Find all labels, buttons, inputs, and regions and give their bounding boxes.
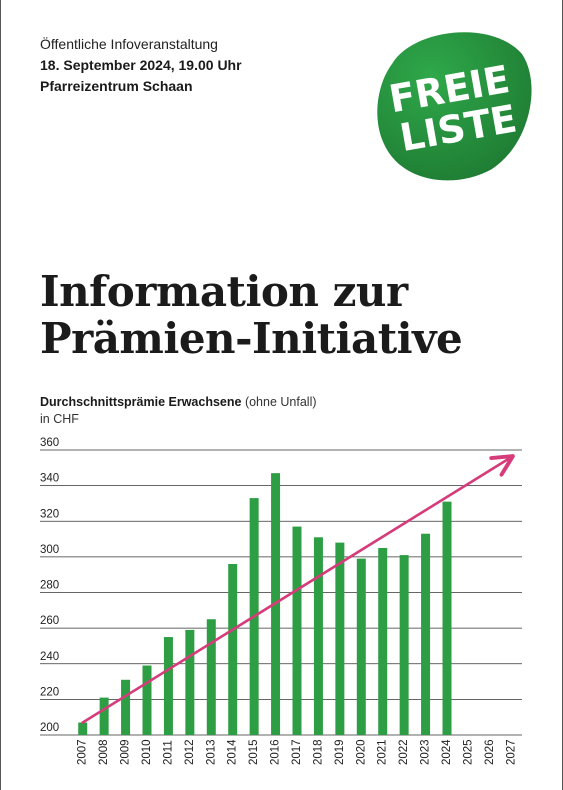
bar (185, 629, 195, 735)
x-tick-label: 2027 (505, 739, 517, 765)
headline-line1: Information zur (40, 267, 408, 316)
x-tick-label: 2011 (162, 740, 174, 765)
x-tick-label: 2021 (377, 739, 389, 765)
x-tick-label: 2019 (334, 739, 346, 765)
x-tick-label: 2013 (205, 739, 217, 765)
y-tick-label: 300 (40, 544, 59, 556)
bar (292, 526, 302, 735)
y-tick-label: 360 (40, 437, 59, 449)
bar (163, 637, 173, 735)
x-tick-label: 2017 (291, 739, 303, 765)
x-tick-label: 2022 (398, 739, 410, 765)
x-tick-label: 2012 (184, 739, 196, 765)
x-tick-label: 2026 (484, 739, 496, 765)
y-tick-label: 260 (40, 615, 59, 627)
y-tick-label: 340 (40, 473, 59, 485)
y-tick-label: 220 (40, 686, 59, 698)
bar (78, 722, 88, 735)
bar (313, 537, 323, 735)
bar (206, 619, 216, 735)
event-place: Pfarreizentrum Schaan (40, 78, 193, 94)
bar (335, 542, 345, 735)
event-info: Öffentliche Infoveranstaltung 18. Septem… (40, 34, 242, 97)
x-tick-label: 2024 (441, 739, 453, 765)
bar (378, 547, 388, 735)
bar (228, 564, 238, 735)
chart-caption: Durchschnittsprämie Erwachsene (ohne Unf… (40, 394, 317, 428)
y-tick-label: 240 (40, 651, 59, 663)
x-tick-label: 2007 (77, 739, 89, 765)
y-tick-label: 320 (40, 508, 59, 520)
x-tick-label: 2023 (420, 739, 432, 765)
x-tick-label: 2018 (312, 739, 324, 765)
freie-liste-logo: FREIE LISTE (377, 32, 532, 181)
x-tick-label: 2009 (120, 739, 132, 765)
chart-title-note: (ohne Unfall) (241, 395, 317, 409)
chart-title: Durchschnittsprämie Erwachsene (40, 395, 242, 409)
x-tick-label: 2016 (270, 739, 282, 765)
chart-unit: in CHF (40, 412, 79, 426)
bar (399, 555, 409, 735)
bar (99, 697, 109, 735)
event-type: Öffentliche Infoveranstaltung (40, 36, 218, 52)
x-tick-label: 2020 (355, 739, 367, 765)
headline: Information zur Prämien-Initiative (40, 267, 463, 363)
y-tick-label: 280 (40, 580, 59, 592)
x-tick-label: 2010 (141, 739, 153, 765)
bar (421, 533, 431, 735)
bar (121, 679, 131, 735)
x-tick-label: 2015 (248, 739, 260, 765)
bar (356, 558, 366, 735)
trend-arrow (81, 454, 515, 724)
headline-line2: Prämien-Initiative (40, 314, 463, 363)
y-tick-label: 200 (40, 722, 59, 734)
x-tick-label: 2025 (462, 739, 474, 765)
x-tick-label: 2008 (98, 739, 110, 765)
event-date: 18. September 2024, 19.00 Uhr (40, 57, 242, 73)
x-tick-label: 2014 (227, 739, 239, 765)
bar (442, 501, 452, 735)
bar (142, 665, 152, 735)
